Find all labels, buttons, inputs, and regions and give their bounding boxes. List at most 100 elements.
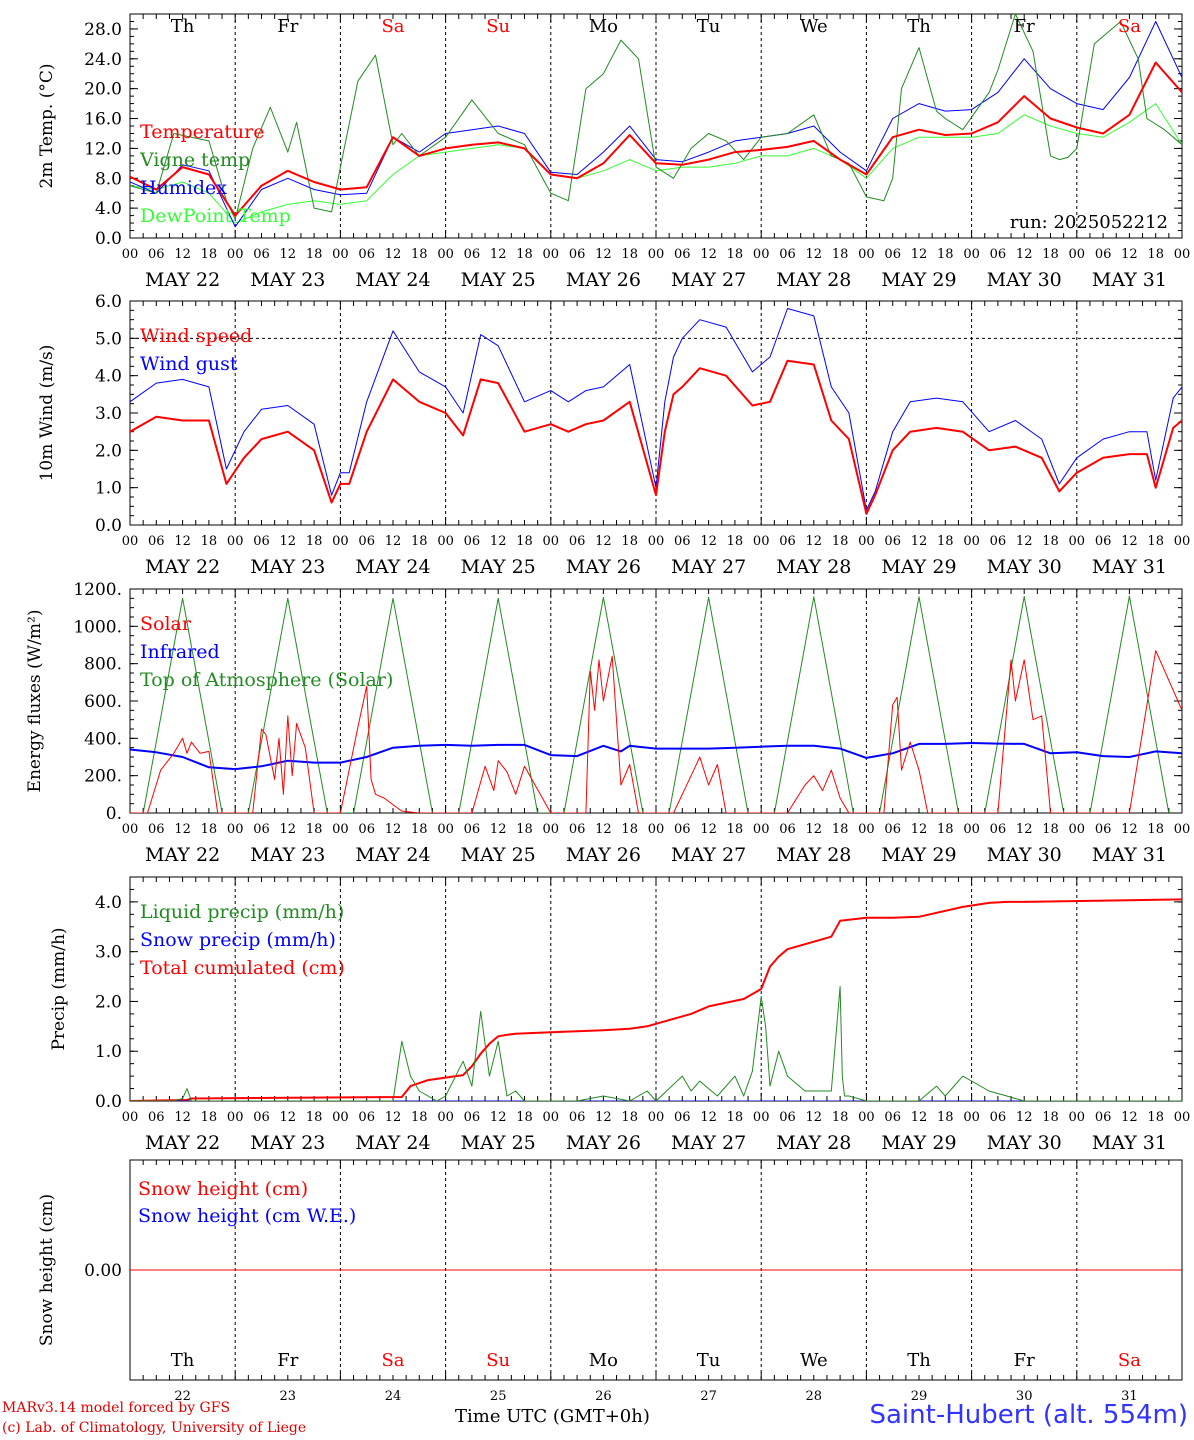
- date-label: MAY 28: [776, 844, 851, 866]
- hour-tick-label: 06: [1095, 1110, 1112, 1125]
- legend-item: Humidex: [140, 177, 227, 199]
- panel-2: 0.0 1.0 2.0 3.0 4.0 5.0 6.0 10m Wind (m/s) Wind …: [37, 292, 1190, 578]
- hour-tick-label: 18: [306, 1110, 323, 1125]
- hour-tick-label: 06: [990, 1110, 1007, 1125]
- hour-tick-label: 18: [937, 247, 954, 262]
- day-name-label: Mo: [589, 1350, 618, 1371]
- date-label: MAY 26: [566, 1132, 641, 1154]
- day-number-label: 31: [1121, 1389, 1138, 1404]
- hour-tick-label: 06: [253, 247, 270, 262]
- hour-tick-label: 00: [227, 822, 244, 837]
- hour-tick-label: 12: [280, 1110, 297, 1125]
- y-tick-label: 400.: [84, 729, 122, 749]
- y-axis-label: 2m Temp. (°C): [37, 63, 57, 188]
- model-credit: MARv3.14 model forced by GFS: [2, 1400, 231, 1416]
- hour-tick-label: 06: [148, 1110, 165, 1125]
- hour-tick-label: 06: [569, 534, 586, 549]
- series-infrared: [130, 742, 1182, 771]
- y-tick-label: 600.: [84, 692, 122, 712]
- hour-tick-label: 00: [1069, 1110, 1086, 1125]
- hour-tick-label: 06: [253, 822, 270, 837]
- hour-tick-label: 18: [411, 822, 428, 837]
- legend-item: DewPoint Temp: [140, 205, 291, 227]
- date-label: MAY 27: [671, 269, 746, 291]
- y-tick-label: 5.0: [95, 329, 122, 349]
- station-name: Saint-Hubert (alt. 554m): [869, 1400, 1188, 1430]
- date-label: MAY 25: [461, 844, 536, 866]
- hour-tick-label: 00: [963, 1110, 980, 1125]
- hour-tick-label: 00: [227, 1110, 244, 1125]
- date-label: MAY 28: [776, 1132, 851, 1154]
- date-label: MAY 29: [881, 269, 956, 291]
- date-label: MAY 31: [1092, 844, 1167, 866]
- day-name-label: We: [800, 1350, 828, 1371]
- hour-tick-label: 00: [648, 247, 665, 262]
- y-axis-label: 10m Wind (m/s): [37, 345, 57, 482]
- hour-tick-label: 18: [1147, 1110, 1164, 1125]
- hour-tick-label: 00: [543, 822, 560, 837]
- day-number-label: 30: [1016, 1389, 1033, 1404]
- hour-tick-label: 18: [1147, 822, 1164, 837]
- hour-tick-label: 06: [569, 1110, 586, 1125]
- series-vigne-temp: [130, 14, 1182, 220]
- hour-tick-label: 00: [543, 247, 560, 262]
- hour-tick-label: 00: [1174, 247, 1191, 262]
- hour-tick-label: 00: [858, 822, 875, 837]
- date-label: MAY 28: [776, 556, 851, 578]
- hour-tick-label: 12: [490, 1110, 507, 1125]
- date-label: MAY 23: [250, 1132, 325, 1154]
- hour-tick-label: 18: [306, 247, 323, 262]
- day-number-label: 29: [911, 1389, 928, 1404]
- legend-item: Temperature: [140, 121, 264, 143]
- time-axis-label: Time UTC (GMT+0h): [455, 1406, 650, 1427]
- y-tick-label: 24.0: [84, 50, 122, 70]
- hour-tick-label: 18: [727, 247, 744, 262]
- hour-tick-label: 00: [858, 1110, 875, 1125]
- hour-tick-label: 06: [358, 534, 375, 549]
- hour-tick-label: 12: [806, 1110, 823, 1125]
- hour-tick-label: 06: [674, 534, 691, 549]
- y-tick-label: 3.0: [95, 943, 122, 963]
- hour-tick-label: 00: [122, 822, 139, 837]
- day-name-label: Mo: [589, 16, 618, 37]
- y-tick-label: 28.0: [84, 20, 122, 40]
- y-tick-label: 0.0: [95, 1092, 122, 1112]
- date-label: MAY 30: [987, 844, 1062, 866]
- hour-tick-label: 12: [700, 534, 717, 549]
- hour-tick-label: 12: [1121, 247, 1138, 262]
- y-tick-label: 20.0: [84, 80, 122, 100]
- hour-tick-label: 06: [674, 247, 691, 262]
- day-name-label: Fr: [277, 1350, 298, 1371]
- hour-tick-label: 00: [1069, 822, 1086, 837]
- hour-tick-label: 00: [963, 534, 980, 549]
- series-top-of-atmosphere-solar-: [142, 595, 1170, 813]
- hour-tick-label: 00: [227, 247, 244, 262]
- hour-tick-label: 06: [990, 247, 1007, 262]
- series-temperature: [130, 61, 1182, 217]
- day-number-label: 26: [595, 1389, 612, 1404]
- y-axis-label: Precip (mm/h): [49, 927, 69, 1050]
- hour-tick-label: 00: [437, 822, 454, 837]
- hour-tick-label: 00: [122, 1110, 139, 1125]
- hour-tick-label: 18: [832, 1110, 849, 1125]
- hour-tick-label: 18: [621, 822, 638, 837]
- hour-tick-label: 00: [332, 247, 349, 262]
- hour-tick-label: 12: [385, 247, 402, 262]
- date-label: MAY 26: [566, 269, 641, 291]
- day-name-label: Sa: [381, 16, 404, 37]
- day-name-label: Su: [486, 1350, 510, 1371]
- panel-5: 0.00 Snow height (cm) Snow height (cm) Snow…: [37, 1159, 1183, 1404]
- hour-tick-label: 12: [806, 247, 823, 262]
- hour-tick-label: 06: [1095, 822, 1112, 837]
- panel-4: 0.0 1.0 2.0 3.0 4.0 Precip (mm/h) Liquid preci…: [49, 876, 1190, 1154]
- hour-tick-label: 12: [1121, 822, 1138, 837]
- date-label: MAY 26: [566, 556, 641, 578]
- y-tick-label: 1.0: [95, 1042, 122, 1062]
- hour-tick-label: 12: [595, 1110, 612, 1125]
- hour-tick-label: 18: [832, 247, 849, 262]
- legend-item: Wind gust: [140, 353, 238, 375]
- hour-tick-label: 00: [122, 534, 139, 549]
- hour-tick-label: 18: [306, 822, 323, 837]
- y-tick-label: 3.0: [95, 404, 122, 424]
